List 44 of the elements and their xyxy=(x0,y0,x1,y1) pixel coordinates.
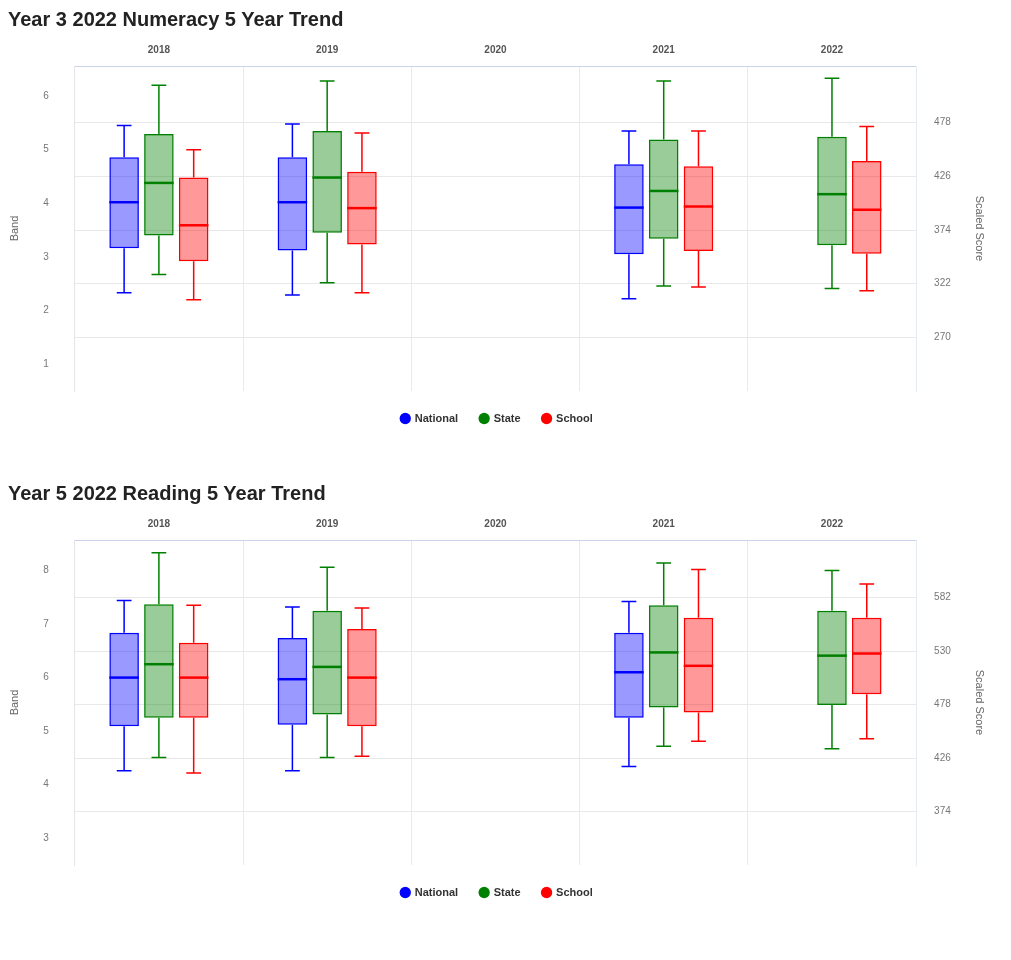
x-tick-label: 2020 xyxy=(484,43,507,55)
y-tick-label: 3 xyxy=(43,831,50,843)
legend-label: State xyxy=(493,885,521,898)
y2-tick-label: 582 xyxy=(934,591,952,603)
y-tick-label: 5 xyxy=(43,724,50,736)
x-tick-label: 2019 xyxy=(316,517,339,529)
legend-label: National xyxy=(414,885,459,898)
x-tick-label: 2021 xyxy=(652,43,676,55)
y2-tick-label: 426 xyxy=(934,170,952,182)
x-tick-label: 2022 xyxy=(820,43,844,55)
y2-tick-label: 426 xyxy=(934,751,952,763)
y-tick-label: 1 xyxy=(43,357,50,369)
legend-label: School xyxy=(556,885,593,898)
y-tick-label: 4 xyxy=(43,197,50,209)
x-tick-label: 2019 xyxy=(316,43,339,55)
legend-label: School xyxy=(556,411,593,424)
y2-tick-label: 270 xyxy=(934,331,952,343)
y-tick-label: 3 xyxy=(43,250,50,262)
y2-tick-label: 478 xyxy=(934,698,952,710)
y-tick-label: 6 xyxy=(43,671,50,683)
y-tick-label: 4 xyxy=(43,778,50,790)
y2-tick-label: 530 xyxy=(934,644,952,656)
chart-title: Year 3 2022 Numeracy 5 Year Trend xyxy=(8,7,345,32)
legend-label: State xyxy=(493,411,521,424)
y2-tick-label: 322 xyxy=(934,277,952,289)
y-axis-title: Band xyxy=(7,215,20,242)
chart-title: Year 5 2022 Reading 5 Year Trend xyxy=(8,481,327,506)
y2-axis-title: Scaled Score xyxy=(974,195,987,262)
y-tick-label: 8 xyxy=(43,564,50,576)
y2-tick-label: 374 xyxy=(934,223,952,235)
y-axis-title: Band xyxy=(7,689,20,716)
y-tick-label: 2 xyxy=(43,304,50,316)
y-tick-label: 5 xyxy=(43,143,50,155)
x-tick-label: 2018 xyxy=(147,517,171,529)
y2-axis-title: Scaled Score xyxy=(974,669,987,736)
x-tick-label: 2020 xyxy=(484,517,507,529)
x-tick-label: 2021 xyxy=(652,517,676,529)
y2-tick-label: 374 xyxy=(934,805,952,817)
legend-label: National xyxy=(414,411,459,424)
y2-tick-label: 478 xyxy=(934,116,952,128)
x-tick-label: 2018 xyxy=(147,43,171,55)
y-tick-label: 6 xyxy=(43,89,50,101)
x-tick-label: 2022 xyxy=(820,517,844,529)
y-tick-label: 7 xyxy=(43,617,50,629)
